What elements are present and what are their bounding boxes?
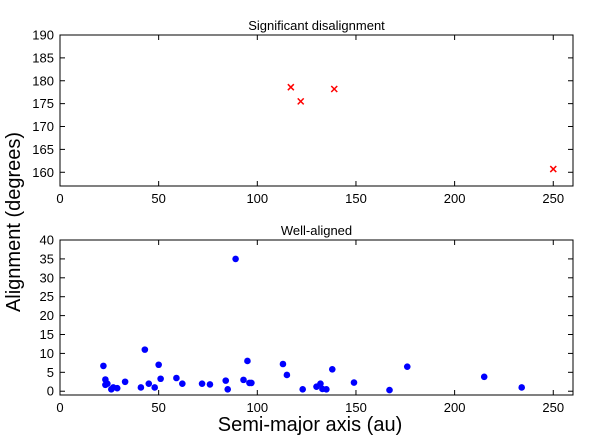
y-tick-label: 20 [40, 308, 54, 323]
plot-frame [59, 239, 574, 396]
data-point [232, 255, 239, 263]
data-point [224, 386, 232, 393]
y-tick-label: 190 [32, 28, 54, 43]
plot-frame [59, 34, 574, 187]
data-point [350, 379, 358, 386]
data-point-x-marker [287, 83, 295, 91]
x-tick-label: 100 [246, 400, 268, 415]
x-tick-label: 0 [56, 400, 63, 415]
x-tick-label: 250 [542, 191, 564, 206]
x-tick-label: 0 [56, 191, 63, 206]
x-tick-label: 100 [246, 191, 268, 206]
y-tick-label: 180 [32, 73, 54, 88]
panel-title: Well-aligned [281, 223, 352, 238]
y-tick-label: 25 [40, 289, 54, 304]
x-tick-label: 200 [444, 400, 466, 415]
data-point [206, 381, 214, 388]
data-point [121, 378, 129, 386]
data-point [283, 371, 291, 379]
x-tick-label: 150 [345, 400, 367, 415]
data-point-x-marker [330, 85, 338, 93]
data-point [100, 362, 107, 370]
data-point [173, 374, 180, 382]
y-tick-label: 175 [32, 96, 54, 111]
y-tick-label: 0 [47, 384, 54, 399]
data-point-x-marker [297, 97, 305, 105]
data-point [248, 379, 255, 387]
data-point [244, 357, 251, 365]
data-point [299, 386, 306, 393]
x-tick-label: 250 [542, 400, 564, 415]
data-point [328, 365, 336, 373]
data-point [518, 384, 525, 391]
y-tick-label: 30 [40, 270, 54, 285]
panel-well-aligned: Well-aligned 0 50 100 150 200 250 0 5 10 15 20 25 30 3… [40, 223, 574, 415]
data-point [317, 380, 324, 387]
x-tick-label: 200 [444, 191, 466, 206]
data-point [222, 377, 230, 384]
x-tick-label: 150 [345, 191, 367, 206]
panel-title: Significant disalignment [248, 18, 385, 33]
y-tick-label: 185 [32, 50, 54, 65]
data-point [240, 376, 247, 384]
y-tick-label: 15 [40, 327, 54, 342]
data-point [155, 361, 162, 369]
x-tick-label: 50 [151, 400, 165, 415]
data-point [323, 386, 330, 393]
panel-significant-disalignment: Significant disalignment 0 50 100 150 200 250 1… [32, 18, 574, 206]
data-point [480, 373, 488, 381]
data-point [386, 386, 393, 394]
data-point [403, 363, 411, 370]
x-tick-label: 50 [151, 191, 165, 206]
y-axis-label: Alignment (degrees) [3, 132, 25, 312]
y-tick-label: 35 [40, 251, 54, 266]
data-point [113, 384, 121, 392]
data-point [145, 380, 153, 387]
data-point [179, 380, 186, 387]
data-point [279, 360, 287, 368]
data-point [157, 375, 164, 383]
y-tick-label: 165 [32, 142, 54, 157]
y-tick-label: 160 [32, 165, 54, 180]
data-point [104, 380, 111, 387]
y-tick-label: 40 [40, 233, 54, 248]
data-point [141, 346, 149, 353]
y-tick-label: 10 [40, 346, 54, 361]
x-axis-label: Semi-major axis (au) [218, 414, 402, 436]
data-point [198, 380, 206, 387]
y-tick-label: 170 [32, 119, 54, 134]
y-tick-label: 5 [47, 365, 54, 380]
data-point [137, 384, 145, 391]
data-point-x-marker [549, 165, 557, 173]
data-point [151, 384, 159, 391]
